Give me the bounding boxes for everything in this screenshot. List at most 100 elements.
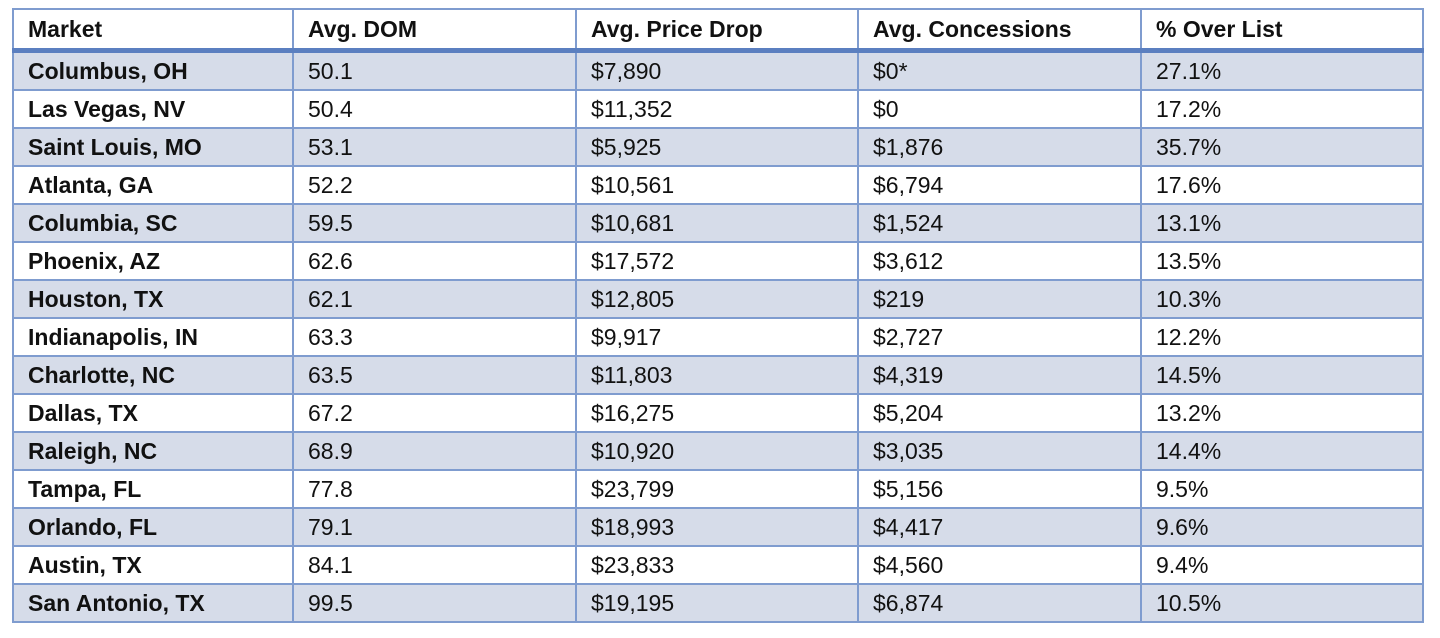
value-cell: $9,917 — [575, 317, 859, 357]
market-cell: Dallas, TX — [12, 393, 294, 433]
market-cell: Tampa, FL — [12, 469, 294, 509]
market-cell: Houston, TX — [12, 279, 294, 319]
table-row: Orlando, FL 79.1 $18,993 $4,417 9.6% — [12, 507, 1424, 547]
value-cell: $0 — [857, 89, 1142, 129]
value-cell: 67.2 — [292, 393, 577, 433]
value-cell: $219 — [857, 279, 1142, 319]
value-cell: 10.3% — [1140, 279, 1424, 319]
value-cell: 17.6% — [1140, 165, 1424, 205]
value-cell: 13.2% — [1140, 393, 1424, 433]
market-cell: Columbia, SC — [12, 203, 294, 243]
market-cell: Las Vegas, NV — [12, 89, 294, 129]
table-row: Austin, TX 84.1 $23,833 $4,560 9.4% — [12, 545, 1424, 585]
value-cell: $2,727 — [857, 317, 1142, 357]
header-cell: Avg. DOM — [292, 8, 577, 53]
value-cell: 62.1 — [292, 279, 577, 319]
table-row: Columbia, SC 59.5 $10,681 $1,524 13.1% — [12, 203, 1424, 243]
market-cell: Austin, TX — [12, 545, 294, 585]
table-row: Houston, TX 62.1 $12,805 $219 10.3% — [12, 279, 1424, 319]
value-cell: 17.2% — [1140, 89, 1424, 129]
market-cell: Phoenix, AZ — [12, 241, 294, 281]
header-cell: Avg. Concessions — [857, 8, 1142, 53]
value-cell: 9.5% — [1140, 469, 1424, 509]
value-cell: 50.1 — [292, 49, 577, 91]
table-header: Market Avg. DOM Avg. Price Drop Avg. Conces… — [12, 8, 1424, 53]
table-row: Charlotte, NC 63.5 $11,803 $4,319 14.5% — [12, 355, 1424, 395]
table-row: Tampa, FL 77.8 $23,799 $5,156 9.5% — [12, 469, 1424, 509]
value-cell: 14.5% — [1140, 355, 1424, 395]
market-cell: Charlotte, NC — [12, 355, 294, 395]
table-row: San Antonio, TX 99.5 $19,195 $6,874 10.5% — [12, 583, 1424, 623]
value-cell: $5,204 — [857, 393, 1142, 433]
value-cell: 9.4% — [1140, 545, 1424, 585]
table-row: Saint Louis, MO 53.1 $5,925 $1,876 35.7% — [12, 127, 1424, 167]
value-cell: 77.8 — [292, 469, 577, 509]
table-row: Phoenix, AZ 62.6 $17,572 $3,612 13.5% — [12, 241, 1424, 281]
value-cell: $3,035 — [857, 431, 1142, 471]
table-body: Columbus, OH 50.1 $7,890 $0* 27.1% Las Vegas,… — [12, 49, 1424, 623]
value-cell: 84.1 — [292, 545, 577, 585]
header-row: Market Avg. DOM Avg. Price Drop Avg. Conces… — [12, 8, 1424, 53]
value-cell: $10,920 — [575, 431, 859, 471]
value-cell: 12.2% — [1140, 317, 1424, 357]
value-cell: $16,275 — [575, 393, 859, 433]
value-cell: $5,925 — [575, 127, 859, 167]
value-cell: 50.4 — [292, 89, 577, 129]
value-cell: $5,156 — [857, 469, 1142, 509]
value-cell: 79.1 — [292, 507, 577, 547]
value-cell: $7,890 — [575, 49, 859, 91]
market-cell: Saint Louis, MO — [12, 127, 294, 167]
value-cell: 63.3 — [292, 317, 577, 357]
value-cell: 52.2 — [292, 165, 577, 205]
value-cell: 59.5 — [292, 203, 577, 243]
value-cell: 14.4% — [1140, 431, 1424, 471]
market-cell: Indianapolis, IN — [12, 317, 294, 357]
value-cell: $12,805 — [575, 279, 859, 319]
value-cell: 63.5 — [292, 355, 577, 395]
value-cell: 99.5 — [292, 583, 577, 623]
market-table: Market Avg. DOM Avg. Price Drop Avg. Conces… — [12, 8, 1424, 623]
market-cell: Atlanta, GA — [12, 165, 294, 205]
value-cell: $4,417 — [857, 507, 1142, 547]
market-cell: Orlando, FL — [12, 507, 294, 547]
value-cell: $11,803 — [575, 355, 859, 395]
value-cell: 68.9 — [292, 431, 577, 471]
value-cell: 62.6 — [292, 241, 577, 281]
market-cell: San Antonio, TX — [12, 583, 294, 623]
value-cell: $19,195 — [575, 583, 859, 623]
value-cell: $10,681 — [575, 203, 859, 243]
value-cell: 13.1% — [1140, 203, 1424, 243]
value-cell: $1,876 — [857, 127, 1142, 167]
value-cell: 13.5% — [1140, 241, 1424, 281]
table-row: Raleigh, NC 68.9 $10,920 $3,035 14.4% — [12, 431, 1424, 471]
market-cell: Columbus, OH — [12, 49, 294, 91]
value-cell: $18,993 — [575, 507, 859, 547]
value-cell: $3,612 — [857, 241, 1142, 281]
value-cell: 35.7% — [1140, 127, 1424, 167]
value-cell: $0* — [857, 49, 1142, 91]
market-cell: Raleigh, NC — [12, 431, 294, 471]
table-row: Atlanta, GA 52.2 $10,561 $6,794 17.6% — [12, 165, 1424, 205]
table-row: Las Vegas, NV 50.4 $11,352 $0 17.2% — [12, 89, 1424, 129]
header-cell: % Over List — [1140, 8, 1424, 53]
value-cell: $4,560 — [857, 545, 1142, 585]
table-row: Dallas, TX 67.2 $16,275 $5,204 13.2% — [12, 393, 1424, 433]
value-cell: $4,319 — [857, 355, 1142, 395]
value-cell: $23,833 — [575, 545, 859, 585]
table-row: Columbus, OH 50.1 $7,890 $0* 27.1% — [12, 49, 1424, 91]
value-cell: $6,874 — [857, 583, 1142, 623]
value-cell: 27.1% — [1140, 49, 1424, 91]
value-cell: 10.5% — [1140, 583, 1424, 623]
value-cell: $1,524 — [857, 203, 1142, 243]
value-cell: $11,352 — [575, 89, 859, 129]
value-cell: $6,794 — [857, 165, 1142, 205]
value-cell: 9.6% — [1140, 507, 1424, 547]
value-cell: $23,799 — [575, 469, 859, 509]
header-cell: Market — [12, 8, 294, 53]
value-cell: $10,561 — [575, 165, 859, 205]
value-cell: 53.1 — [292, 127, 577, 167]
header-cell: Avg. Price Drop — [575, 8, 859, 53]
table-row: Indianapolis, IN 63.3 $9,917 $2,727 12.2% — [12, 317, 1424, 357]
value-cell: $17,572 — [575, 241, 859, 281]
